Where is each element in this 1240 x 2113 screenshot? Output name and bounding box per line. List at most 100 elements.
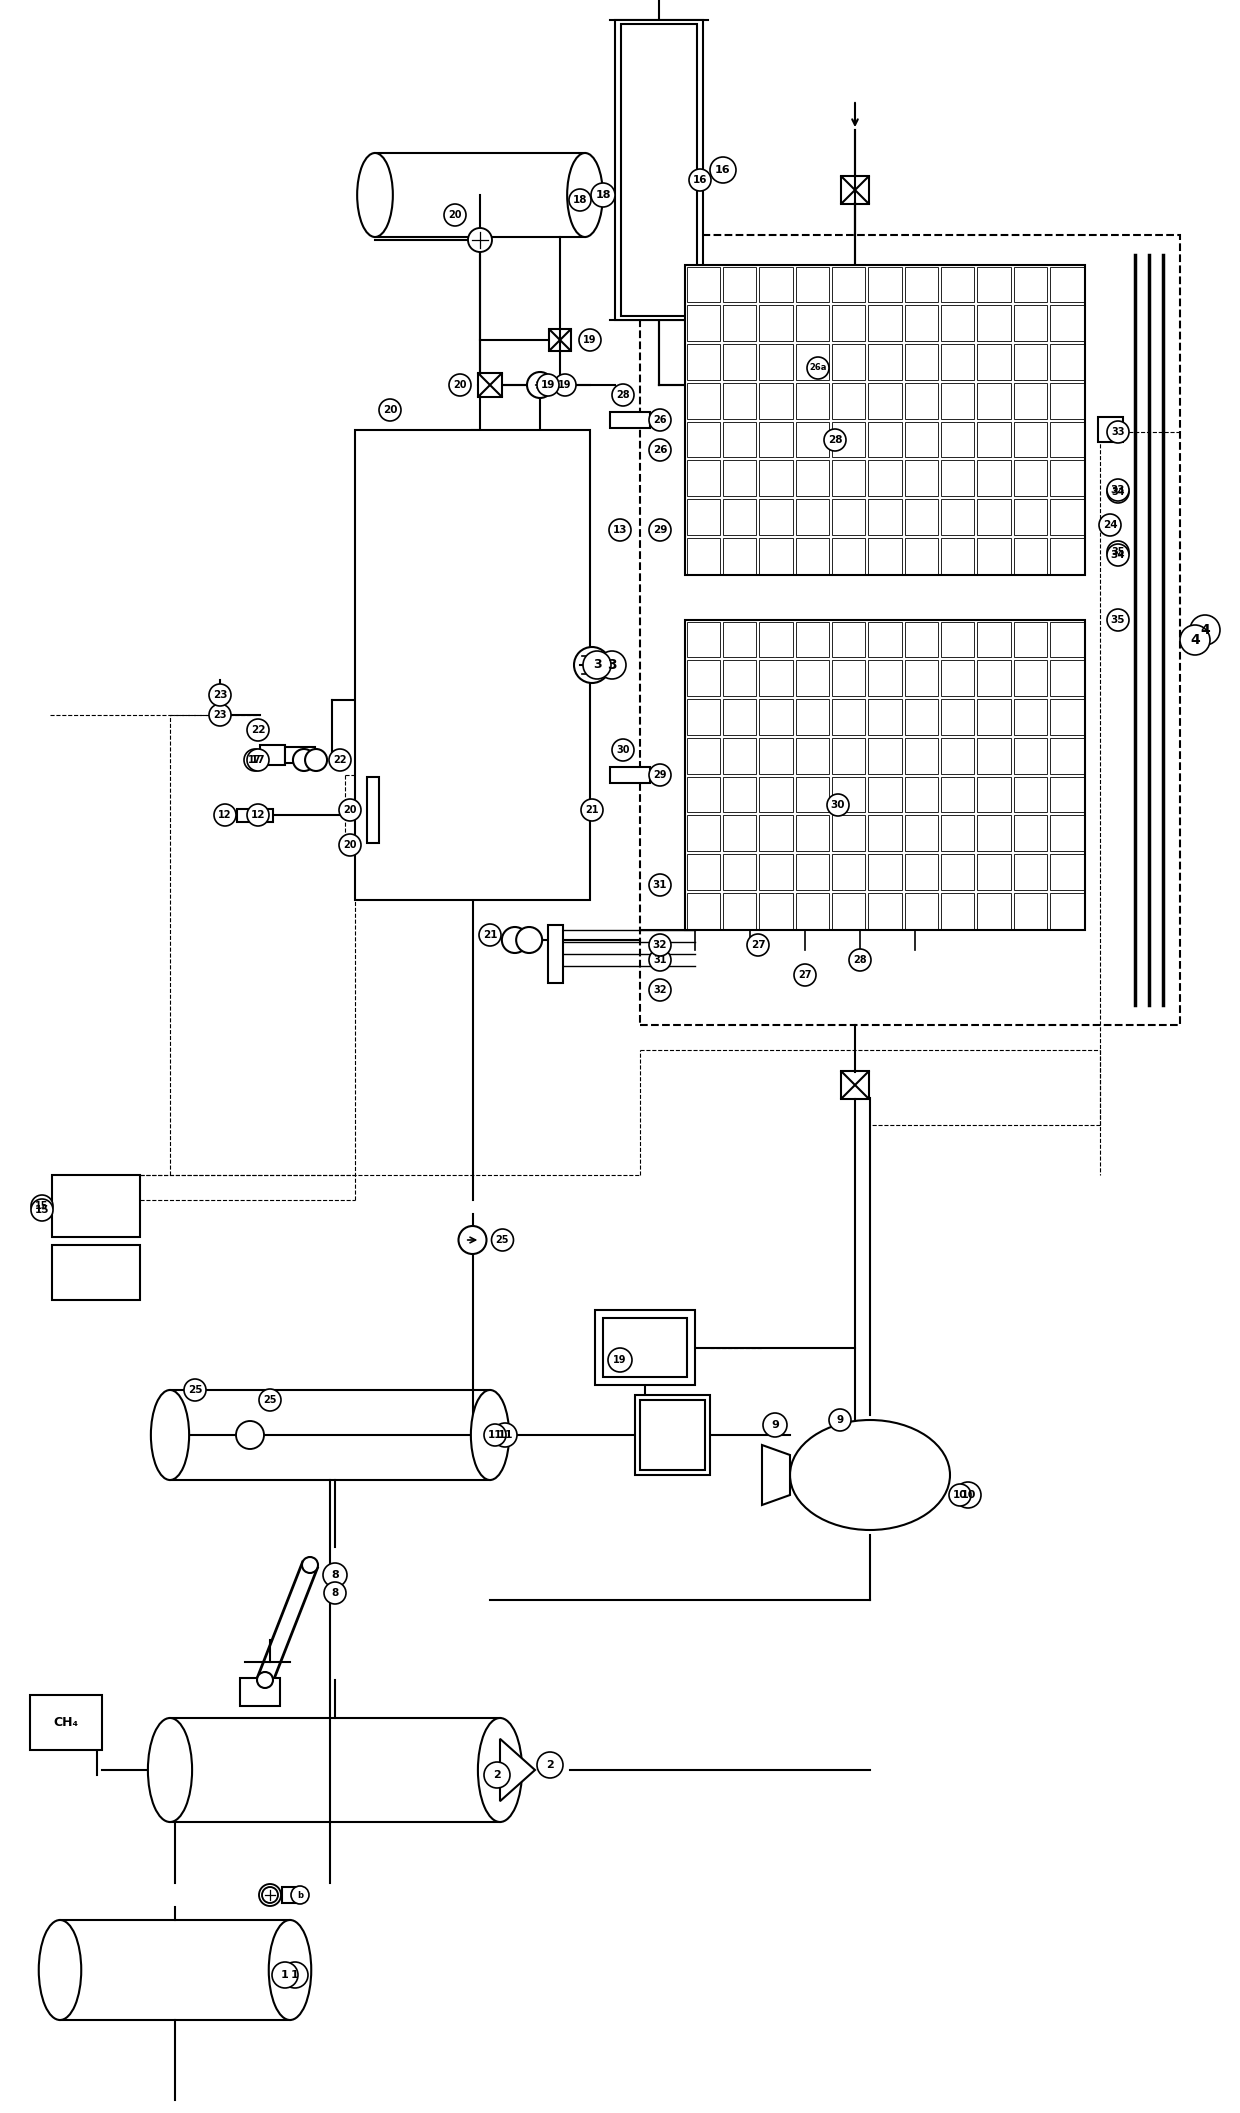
Bar	[687, 775, 720, 811]
Polygon shape	[500, 1739, 534, 1800]
Bar	[759, 304, 792, 340]
Bar	[941, 854, 975, 890]
Bar	[635, 1395, 711, 1475]
Bar	[977, 266, 1011, 302]
Circle shape	[608, 1348, 632, 1371]
Bar	[1050, 382, 1084, 418]
Bar	[977, 537, 1011, 573]
Bar	[905, 537, 937, 573]
Circle shape	[609, 520, 631, 541]
Circle shape	[324, 1583, 346, 1604]
Bar	[723, 304, 756, 340]
Bar	[868, 775, 901, 811]
Polygon shape	[477, 374, 490, 397]
Bar	[687, 699, 720, 735]
Bar	[723, 775, 756, 811]
Bar	[905, 659, 937, 695]
Bar	[832, 461, 866, 497]
Bar	[1014, 699, 1047, 735]
Bar	[687, 499, 720, 535]
Circle shape	[537, 374, 559, 395]
Text: 3: 3	[593, 659, 601, 672]
Circle shape	[502, 928, 528, 953]
Bar	[723, 659, 756, 695]
Circle shape	[1107, 543, 1128, 566]
Circle shape	[293, 748, 315, 771]
Text: 35: 35	[1111, 547, 1125, 558]
Polygon shape	[841, 1071, 856, 1099]
Bar	[723, 499, 756, 535]
Circle shape	[649, 410, 671, 431]
Text: 25: 25	[187, 1384, 202, 1395]
Bar	[615, 19, 703, 319]
Text: 32: 32	[652, 940, 667, 951]
Bar	[941, 266, 975, 302]
Circle shape	[210, 685, 231, 706]
Circle shape	[613, 740, 634, 761]
Circle shape	[649, 440, 671, 461]
Circle shape	[247, 718, 269, 742]
Text: 28: 28	[828, 435, 842, 446]
Bar	[905, 344, 937, 380]
Text: 31: 31	[653, 955, 667, 966]
Bar	[1014, 266, 1047, 302]
Text: 22: 22	[250, 725, 265, 735]
Bar	[723, 344, 756, 380]
Circle shape	[598, 651, 626, 678]
Bar	[759, 659, 792, 695]
Ellipse shape	[471, 1390, 510, 1479]
Circle shape	[244, 748, 267, 771]
Bar	[1050, 420, 1084, 456]
Polygon shape	[856, 1071, 869, 1099]
Circle shape	[484, 1424, 506, 1445]
Ellipse shape	[790, 1420, 950, 1530]
Circle shape	[825, 429, 846, 450]
Bar	[1050, 537, 1084, 573]
Circle shape	[459, 1226, 486, 1253]
Bar	[796, 344, 830, 380]
Text: 10: 10	[960, 1490, 976, 1500]
Bar	[905, 854, 937, 890]
Bar	[1014, 854, 1047, 890]
Bar	[640, 235, 1180, 1025]
Bar	[868, 304, 901, 340]
Bar	[868, 699, 901, 735]
Bar	[832, 382, 866, 418]
Bar	[832, 659, 866, 695]
Polygon shape	[856, 175, 869, 205]
Bar	[941, 499, 975, 535]
Bar	[905, 420, 937, 456]
Bar	[905, 461, 937, 497]
Bar	[759, 621, 792, 657]
Bar	[796, 499, 830, 535]
Bar	[1050, 775, 1084, 811]
Bar	[723, 699, 756, 735]
Bar	[977, 382, 1011, 418]
Text: 29: 29	[653, 769, 667, 780]
Circle shape	[247, 748, 269, 771]
Text: 19: 19	[583, 336, 596, 344]
Circle shape	[236, 1422, 264, 1450]
Bar	[977, 420, 1011, 456]
Circle shape	[579, 330, 601, 351]
Text: 9: 9	[771, 1420, 779, 1431]
Bar	[1050, 304, 1084, 340]
Bar	[759, 737, 792, 773]
Text: 33: 33	[1111, 486, 1125, 494]
Bar	[355, 431, 590, 900]
Circle shape	[649, 765, 671, 786]
Text: 8: 8	[331, 1570, 339, 1581]
Bar	[759, 499, 792, 535]
Circle shape	[247, 805, 269, 826]
Bar	[796, 699, 830, 735]
Bar	[237, 809, 273, 822]
Bar	[796, 304, 830, 340]
Bar	[977, 816, 1011, 852]
Circle shape	[955, 1481, 981, 1509]
Ellipse shape	[477, 1718, 522, 1821]
Bar	[52, 1245, 140, 1299]
Bar	[905, 816, 937, 852]
Bar	[1014, 537, 1047, 573]
Text: 23: 23	[213, 710, 227, 721]
Bar	[1014, 304, 1047, 340]
